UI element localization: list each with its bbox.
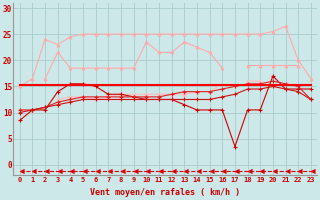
X-axis label: Vent moyen/en rafales ( km/h ): Vent moyen/en rafales ( km/h )	[90, 188, 240, 197]
